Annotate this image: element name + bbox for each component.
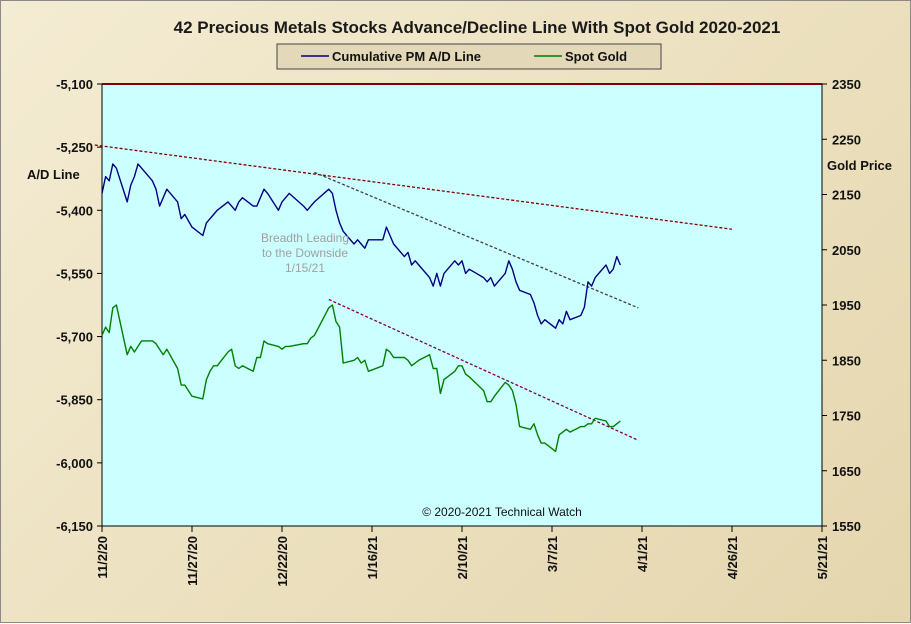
ad-line-series	[101, 163, 622, 329]
ad-breadth-trendline	[314, 171, 639, 309]
legend-label-ad: Cumulative PM A/D Line	[332, 49, 481, 64]
x-tick-label: 4/1/21	[635, 536, 650, 572]
spot-gold-series	[101, 304, 621, 453]
left-tick-label: -6,000	[56, 456, 93, 471]
right-tick-label: 2350	[832, 77, 861, 92]
copyright-text: © 2020-2021 Technical Watch	[422, 505, 582, 519]
right-tick-label: 1950	[832, 298, 861, 313]
series-layer	[101, 163, 622, 453]
left-axis-label: A/D Line	[27, 167, 80, 182]
x-tick-label: 5/21/21	[815, 536, 830, 579]
gold-trendline	[328, 298, 639, 441]
x-tick-label: 11/27/20	[185, 536, 200, 586]
left-tick-label: -5,100	[56, 77, 93, 92]
right-tick-label: 2050	[832, 243, 861, 258]
left-tick-label: -5,250	[56, 140, 93, 155]
left-tick-label: -5,550	[56, 266, 93, 281]
annotation-line-1: Breadth Leading	[261, 231, 349, 245]
right-tick-label: 1850	[832, 353, 861, 368]
legend-box	[276, 43, 662, 70]
right-axis-ticks: 2350 2250 2150 2050 1950 1850 1750 1650 1550	[822, 77, 861, 534]
left-axis-ticks: -5,100 -5,250 -5,400 -5,550 -5,700 -5,850 -6,0…	[56, 77, 102, 534]
trendlines	[94, 144, 733, 441]
x-tick-label: 3/7/21	[545, 536, 560, 572]
x-tick-label: 4/26/21	[725, 536, 740, 579]
annotation-breadth: Breadth Leading to the Downside 1/15/21	[261, 231, 349, 275]
x-tick-label: 11/2/20	[95, 536, 110, 579]
plot-area	[102, 84, 822, 526]
left-tick-label: -5,400	[56, 203, 93, 218]
x-tick-label: 1/16/21	[365, 536, 380, 579]
right-tick-label: 1650	[832, 464, 861, 479]
annotation-line-2: to the Downside	[262, 246, 348, 260]
right-tick-label: 1550	[832, 519, 861, 534]
x-tick-label: 2/10/21	[455, 536, 470, 579]
right-tick-label: 1750	[832, 409, 861, 424]
x-axis-ticks: 11/2/20 11/27/20 12/22/20 1/16/21 2/10/21 3/7…	[95, 526, 830, 587]
legend-label-gold: Spot Gold	[565, 49, 627, 64]
left-tick-label: -5,850	[56, 393, 93, 408]
x-tick-label: 12/22/20	[275, 536, 290, 587]
left-tick-label: -5,700	[56, 330, 93, 345]
right-axis-label: Gold Price	[827, 158, 892, 173]
legend: Cumulative PM A/D Line Spot Gold	[276, 43, 662, 70]
ad-resistance-line	[94, 144, 733, 230]
right-tick-label: 2150	[832, 188, 861, 203]
chart-title: 42 Precious Metals Stocks Advance/Declin…	[174, 18, 781, 37]
left-tick-label: -6,150	[56, 519, 93, 534]
annotation-line-3: 1/15/21	[285, 261, 325, 275]
right-tick-label: 2250	[832, 132, 861, 147]
